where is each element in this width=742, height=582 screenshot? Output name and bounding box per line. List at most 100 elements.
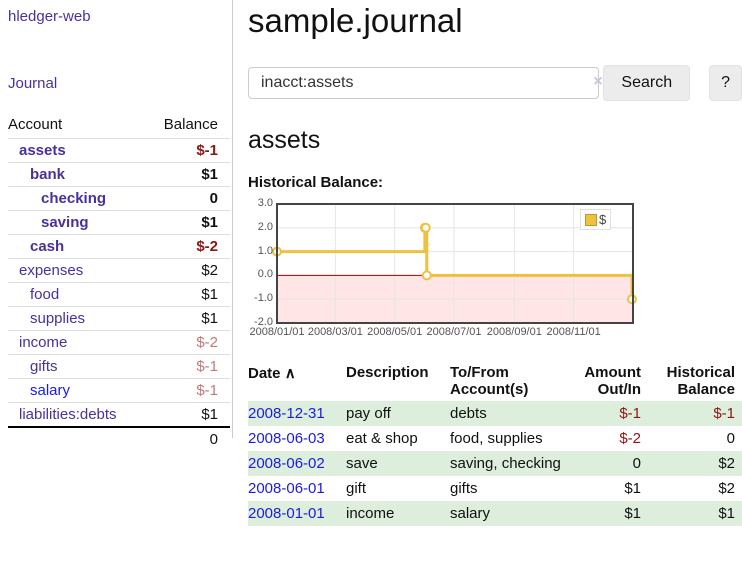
transaction-description: gift (346, 480, 367, 497)
account-balance: $1 (145, 162, 230, 187)
help-button[interactable]: ? (709, 64, 742, 101)
transaction-description: eat & shop (346, 430, 418, 447)
account-balance: $1 (145, 210, 230, 235)
chart-legend: $ (580, 209, 612, 230)
account-balance: $-2 (145, 234, 230, 259)
accounts-table: Account Balance assets $-1 bank $1 checking 0… (8, 113, 230, 451)
transaction-description: save (346, 455, 378, 472)
transaction-amount: $-1 (619, 405, 641, 422)
sidebar-account-link[interactable]: expenses (19, 262, 84, 279)
account-balance: $-1 (145, 378, 230, 403)
register-header-balance: Historical Balance (666, 364, 735, 398)
search-input[interactable] (248, 66, 600, 99)
register-header-amount: Amount Out/In (584, 364, 641, 398)
register-header-date[interactable]: Date ∧ (248, 365, 296, 382)
register-row: 2008-06-03 eat & shop food, supplies $-2 0 (248, 426, 742, 451)
transaction-amount: $-2 (619, 430, 641, 447)
x-axis-tick-label: 2008/09/01 (486, 326, 542, 338)
account-row: checking 0 (8, 186, 230, 211)
transaction-amount: 0 (632, 455, 641, 472)
y-axis-tick-label: 1.0 (257, 244, 273, 257)
transaction-date-link[interactable]: 2008-06-03 (248, 430, 325, 447)
brand-link[interactable]: hledger-web (8, 8, 91, 25)
transaction-date-link[interactable]: 2008-06-01 (248, 480, 325, 497)
search-button[interactable]: Search (603, 64, 691, 101)
transaction-accounts: saving, checking (450, 455, 561, 472)
page-title: sample.journal (248, 2, 463, 39)
sidebar-account-link[interactable]: income (19, 334, 68, 351)
y-axis-tick-label: 2.0 (257, 220, 273, 233)
sidebar-account-link[interactable]: cash (30, 238, 65, 255)
clear-search-icon[interactable]: × (593, 73, 603, 90)
account-row: assets $-1 (8, 138, 230, 163)
balance-chart: 3.0 2.0 1.0 0.0 -1.0 -2.0 2008/01/01 2008/03/01… (248, 197, 742, 340)
accounts-total-value: 0 (145, 426, 230, 451)
sidebar-account-link[interactable]: salary (30, 382, 71, 399)
register-header-description: Description (346, 364, 429, 381)
account-row: liabilities:debts $1 (8, 402, 230, 427)
transaction-balance: $2 (718, 480, 735, 497)
account-balance: $-2 (145, 330, 230, 355)
sidebar-item-journal[interactable]: Journal (8, 75, 58, 92)
sidebar-account-link[interactable]: checking (41, 190, 107, 207)
sidebar-account-link[interactable]: assets (19, 142, 66, 159)
transaction-balance: $-1 (713, 405, 735, 422)
account-row: saving $1 (8, 210, 230, 235)
transaction-balance: $2 (718, 455, 735, 472)
account-balance: 0 (145, 186, 230, 211)
account-row: salary $-1 (8, 378, 230, 403)
y-axis-tick-label: 0.0 (257, 268, 273, 281)
sidebar-account-link[interactable]: liabilities:debts (19, 406, 117, 423)
sidebar-account-link[interactable]: food (30, 286, 60, 303)
sidebar-account-link[interactable]: supplies (30, 310, 86, 327)
legend-series-name: $ (599, 212, 607, 227)
legend-swatch (585, 213, 597, 226)
sidebar: hledger-web Journal Account Balance asse… (0, 0, 233, 451)
x-axis-tick-label: 2008/05/01 (367, 326, 423, 338)
account-balance: $1 (145, 282, 230, 307)
accounts-header-balance: Balance (163, 116, 218, 133)
transaction-balance: 0 (726, 430, 735, 447)
transaction-date-link[interactable]: 2008-01-01 (248, 505, 325, 522)
transaction-accounts: food, supplies (450, 430, 543, 447)
transaction-date-link[interactable]: 2008-06-02 (248, 455, 325, 472)
x-axis-tick-label: 2008/03/01 (307, 326, 363, 338)
account-balance: $-1 (145, 138, 230, 163)
register-row: 2008-12-31 pay off debts $-1 $-1 (248, 401, 742, 426)
transaction-date-link[interactable]: 2008-12-31 (248, 405, 325, 422)
accounts-header-account: Account (8, 116, 63, 133)
accounts-total-row: 0 (8, 426, 230, 451)
y-axis-tick-label: 3.0 (257, 197, 273, 209)
sort-ascending-icon: ∧ (284, 365, 296, 382)
sidebar-account-link[interactable]: saving (41, 214, 89, 231)
account-heading: assets (248, 126, 321, 154)
accounts-rows: assets $-1 bank $1 checking 0 saving $1 cash $-2 e… (8, 138, 230, 451)
account-row: gifts $-1 (8, 354, 230, 379)
sidebar-account-link[interactable]: bank (30, 166, 66, 183)
search-form: × Search ? (248, 64, 742, 101)
account-row: supplies $1 (8, 306, 230, 331)
register-row: 2008-01-01 income salary $1 $1 (248, 501, 742, 526)
y-axis-tick-label: -1.0 (254, 292, 273, 305)
account-balance: $1 (145, 306, 230, 331)
account-row: bank $1 (8, 162, 230, 187)
transaction-accounts: debts (450, 405, 487, 422)
x-axis-tick-label: 2008/01/01 (249, 326, 305, 338)
sidebar-account-link[interactable]: gifts (30, 358, 58, 375)
account-row: cash $-2 (8, 234, 230, 259)
transaction-balance: $1 (718, 505, 735, 522)
transaction-amount: $1 (624, 505, 641, 522)
register-header-accounts: To/From Account(s) (450, 364, 529, 398)
transaction-description: income (346, 505, 395, 522)
account-row: income $-2 (8, 330, 230, 355)
account-balance: $-1 (145, 354, 230, 379)
x-axis-tick-label: 2008/07/01 (426, 326, 482, 338)
register-table: Date ∧ Description To/From Account(s) Am… (248, 361, 742, 526)
transaction-accounts: gifts (450, 480, 478, 497)
account-row: expenses $2 (8, 258, 230, 283)
x-axis-tick-label: 2008/11/01 (546, 326, 601, 338)
transaction-description: pay off (346, 405, 391, 422)
register-row: 2008-06-02 save saving, checking 0 $2 (248, 451, 742, 476)
account-balance: $2 (145, 258, 230, 283)
register-rows: 2008-12-31 pay off debts $-1 $-1 2008-06-03 ea… (248, 401, 742, 526)
